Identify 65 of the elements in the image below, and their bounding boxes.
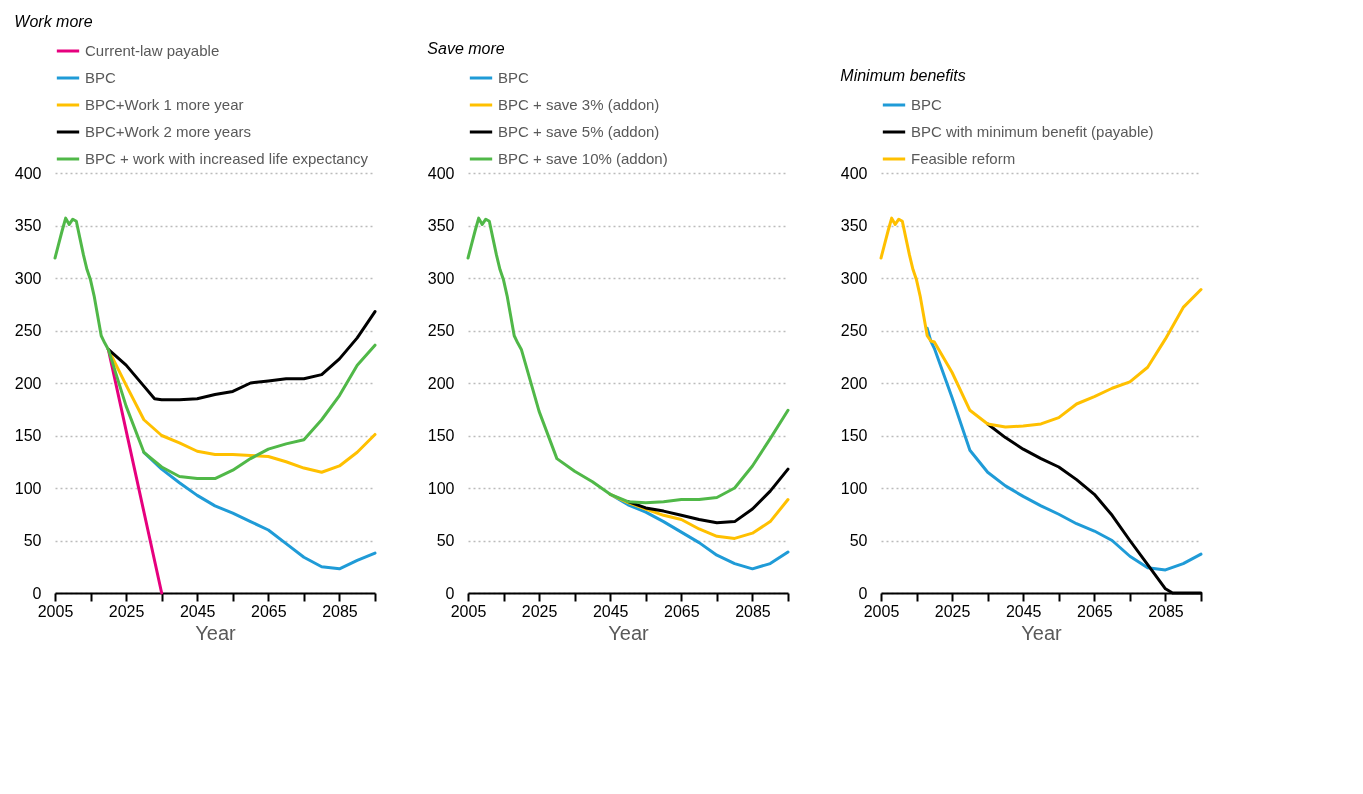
y-tick-label: 400 [840, 164, 868, 182]
x-axis-title: Year [608, 621, 650, 644]
y-tick-label: 250 [427, 322, 455, 339]
y-tick-label: 0 [858, 584, 868, 602]
x-tick-label: 2005 [863, 602, 900, 620]
y-tick-label: 0 [445, 584, 455, 602]
y-tick-label: 350 [427, 217, 455, 234]
y-tick-label: 50 [849, 532, 868, 549]
line-series [925, 326, 1203, 572]
line-series [53, 216, 377, 481]
x-tick-label: 2085 [1148, 602, 1184, 620]
x-tick-label: 2065 [664, 602, 700, 620]
y-tick-label: 200 [840, 374, 868, 392]
x-tick-label: 2005 [37, 602, 74, 620]
y-tick-label: 100 [14, 479, 42, 497]
legend-label: BPC+Work 1 more year [85, 96, 244, 113]
x-tick-label: 2025 [934, 602, 971, 620]
x-tick-label: 2045 [1005, 602, 1042, 620]
y-tick-label: 100 [840, 479, 868, 497]
legend-label: BPC + save 10% (addon) [498, 150, 668, 167]
legend-label: BPC + save 5% (addon) [498, 123, 660, 140]
y-tick-label: 400 [427, 164, 455, 182]
x-tick-label: 2085 [322, 602, 358, 620]
y-tick-label: 350 [14, 217, 42, 234]
y-tick-label: 250 [14, 322, 42, 339]
chart-title: Minimum benefits [840, 67, 966, 84]
line-series [466, 216, 790, 505]
x-tick-label: 2045 [592, 602, 629, 620]
legend-label: BPC+Work 2 more years [85, 123, 252, 140]
x-tick-label: 2085 [735, 602, 771, 620]
line-series [626, 467, 790, 525]
legend-label: Feasible reform [911, 150, 1016, 167]
x-tick-label: 2005 [450, 602, 487, 620]
legend-label: BPC + save 3% (addon) [498, 96, 660, 113]
y-tick-label: 400 [14, 164, 42, 182]
y-tick-label: 50 [436, 532, 455, 549]
y-tick-label: 350 [840, 217, 868, 234]
y-tick-label: 200 [427, 374, 455, 392]
y-tick-label: 100 [427, 479, 455, 497]
y-tick-label: 250 [840, 322, 868, 339]
y-tick-label: 150 [427, 427, 455, 444]
legend-label: Current-law payable [85, 42, 220, 59]
legend-label: BPC with minimum benefit (payable) [911, 123, 1154, 140]
y-tick-label: 50 [23, 532, 42, 549]
legend-label: BPC [85, 69, 117, 86]
legend-label: BPC [911, 96, 943, 113]
legend-label: BPC [498, 69, 530, 86]
x-tick-label: 2065 [1077, 602, 1113, 620]
x-tick-label: 2065 [251, 602, 287, 620]
x-tick-label: 2025 [521, 602, 558, 620]
x-tick-label: 2045 [179, 602, 216, 620]
x-axis-title: Year [1021, 621, 1063, 644]
y-tick-label: 200 [14, 374, 42, 392]
y-tick-label: 300 [14, 269, 42, 287]
chart-title: Save more [427, 40, 505, 57]
legend-label: BPC + work with increased life expectancy [85, 150, 369, 167]
y-tick-label: 300 [840, 269, 868, 287]
x-tick-label: 2025 [108, 602, 145, 620]
y-tick-label: 150 [14, 427, 42, 444]
y-tick-label: 150 [840, 427, 868, 444]
line-series [879, 216, 1203, 429]
y-tick-label: 0 [32, 584, 42, 602]
y-tick-label: 300 [427, 269, 455, 287]
x-axis-title: Year [195, 621, 237, 644]
chart-title: Work more [14, 13, 93, 30]
